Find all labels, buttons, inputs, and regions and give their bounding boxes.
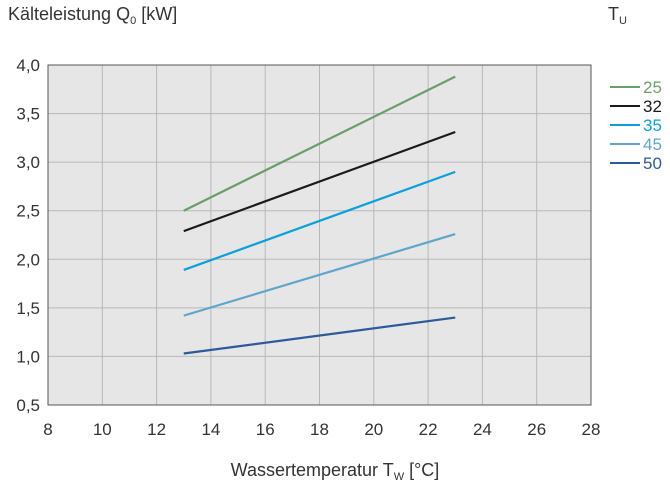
x-tick-label: 22 [419, 420, 438, 439]
legend-label-50: 50 [643, 154, 662, 173]
x-tick-label: 26 [527, 420, 546, 439]
series-line-25 [183, 75, 456, 212]
y-tick-label: 2,5 [16, 202, 40, 221]
legend-label-32: 32 [643, 97, 662, 116]
y-tick-label: 3,5 [16, 105, 40, 124]
x-axis-ticks: 8 10 12 14 16 18 20 22 24 26 28 [43, 420, 600, 439]
x-tick-label: 18 [310, 420, 329, 439]
legend-label-45: 45 [643, 135, 662, 154]
x-tick-label: 14 [201, 420, 220, 439]
series-line-32 [183, 130, 456, 233]
legend-title: TU [608, 4, 627, 27]
x-tick-label: 20 [364, 420, 383, 439]
y-axis-ticks: 4,0 3,5 3,0 2,5 2,0 1,5 1,0 0,5 [16, 56, 40, 415]
y-tick-label: 3,0 [16, 153, 40, 172]
x-tick-label: 12 [147, 420, 166, 439]
legend-label-25: 25 [643, 78, 662, 97]
series-line-50 [183, 316, 456, 355]
plot-border [47, 64, 592, 406]
y-tick-label: 1,5 [16, 299, 40, 318]
series-line-45 [183, 232, 456, 317]
x-tick-label: 8 [43, 420, 52, 439]
chart-title: Kälteleistung Q0 [kW] [8, 4, 178, 27]
x-axis-label: Wassertemperatur TW [°C] [230, 460, 440, 483]
y-tick-label: 1,0 [16, 347, 40, 366]
x-tick-label: 28 [582, 420, 601, 439]
legend-label-35: 35 [643, 116, 662, 135]
x-tick-label: 16 [256, 420, 275, 439]
y-tick-label: 2,0 [16, 250, 40, 269]
series-lines [183, 75, 456, 355]
y-tick-label: 4,0 [16, 56, 40, 75]
y-tick-label: 0,5 [16, 396, 40, 415]
x-tick-label: 10 [93, 420, 112, 439]
x-tick-label: 24 [473, 420, 492, 439]
series-line-35 [183, 170, 456, 272]
grid [47, 64, 592, 406]
